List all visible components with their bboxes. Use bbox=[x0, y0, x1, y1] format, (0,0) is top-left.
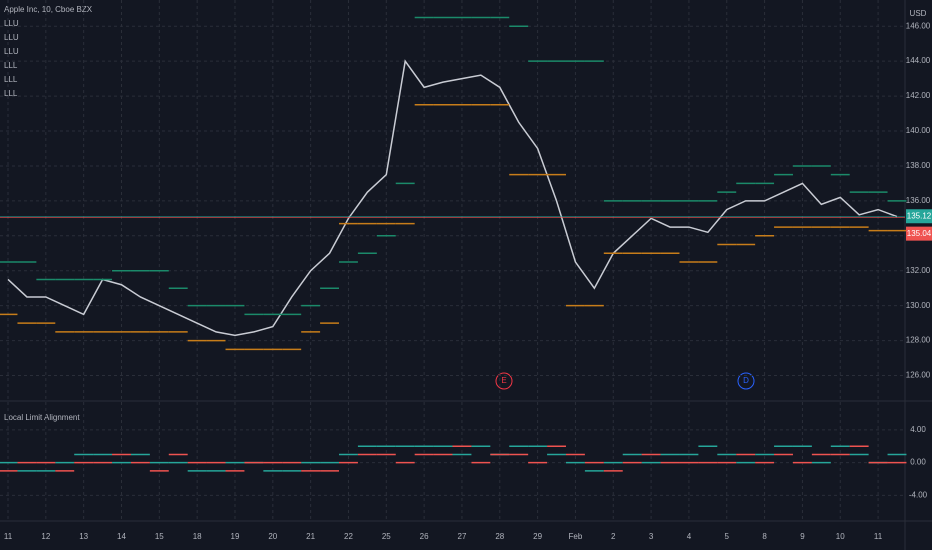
price-tag bbox=[906, 209, 932, 224]
x-tick-label: 29 bbox=[533, 532, 542, 541]
chart-title: Apple Inc, 10, Cboe BZX bbox=[4, 5, 93, 14]
x-tick-label: 18 bbox=[193, 532, 202, 541]
study-label: LLU bbox=[4, 33, 19, 42]
x-tick-label: 2 bbox=[611, 532, 616, 541]
y-tick-label: 138.00 bbox=[906, 161, 931, 170]
event-marker[interactable] bbox=[737, 372, 755, 390]
study-label: LLL bbox=[4, 61, 18, 70]
x-tick-label: 14 bbox=[117, 532, 126, 541]
price-tag-label: 135.12 bbox=[907, 211, 932, 220]
y-tick-label: 136.00 bbox=[906, 196, 931, 205]
x-tick-label: 22 bbox=[344, 532, 353, 541]
event-marker[interactable] bbox=[495, 372, 513, 390]
y-tick-label: 132.00 bbox=[906, 266, 931, 275]
x-tick-label: 19 bbox=[231, 532, 240, 541]
x-tick-label: 10 bbox=[836, 532, 845, 541]
study-label: LLL bbox=[4, 75, 18, 84]
x-tick-label: 21 bbox=[306, 532, 315, 541]
x-tick-label: 20 bbox=[268, 532, 277, 541]
y-tick-label: 4.00 bbox=[910, 425, 926, 434]
indicator-title: Local Limit Alignment bbox=[4, 413, 80, 422]
x-tick-label: 25 bbox=[382, 532, 391, 541]
y-tick-label: 128.00 bbox=[906, 336, 931, 345]
x-tick-label: Feb bbox=[569, 532, 583, 541]
y-tick-label: 144.00 bbox=[906, 56, 931, 65]
y-tick-label: 0.00 bbox=[910, 458, 926, 467]
x-tick-label: 15 bbox=[155, 532, 164, 541]
x-tick-label: 11 bbox=[4, 532, 13, 541]
price-tag-label: 135.04 bbox=[907, 229, 932, 238]
x-tick-label: 3 bbox=[649, 532, 654, 541]
x-tick-label: 8 bbox=[762, 532, 767, 541]
y-tick-label: 130.00 bbox=[906, 301, 931, 310]
y-tick-label: 146.00 bbox=[906, 21, 931, 30]
x-tick-label: 13 bbox=[79, 532, 88, 541]
x-tick-label: 28 bbox=[495, 532, 504, 541]
y-tick-label: 126.00 bbox=[906, 371, 931, 380]
price-line bbox=[7, 59, 898, 337]
study-label: LLU bbox=[4, 19, 19, 28]
study-label: LLL bbox=[4, 89, 18, 98]
y-tick-label: 142.00 bbox=[906, 91, 931, 100]
event-label[interactable]: E bbox=[501, 376, 506, 385]
currency: USD bbox=[910, 9, 927, 18]
x-tick-label: 9 bbox=[800, 532, 805, 541]
price-tag bbox=[906, 226, 932, 241]
x-tick-label: 27 bbox=[458, 532, 467, 541]
y-tick-label: -4.00 bbox=[909, 491, 928, 500]
study-label: LLU bbox=[4, 47, 19, 56]
x-tick-label: 26 bbox=[420, 532, 429, 541]
x-tick-label: 4 bbox=[687, 532, 692, 541]
y-tick-label: 140.00 bbox=[906, 126, 931, 135]
x-tick-label: 12 bbox=[41, 532, 50, 541]
x-tick-label: 11 bbox=[874, 532, 883, 541]
event-label[interactable]: D bbox=[743, 376, 749, 385]
x-tick-label: 5 bbox=[725, 532, 730, 541]
